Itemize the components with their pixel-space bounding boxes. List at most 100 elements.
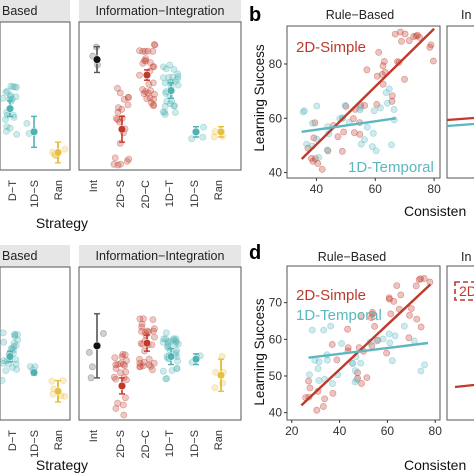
- data-point: [379, 335, 387, 343]
- data-point: [140, 358, 148, 366]
- data-point: [171, 102, 178, 110]
- data-point: [421, 361, 428, 369]
- x-tick-top-left-1: D−T: [7, 180, 19, 201]
- data-point: [329, 389, 337, 397]
- data-point: [407, 305, 415, 312]
- data-point: [353, 376, 361, 384]
- data-point: [13, 130, 21, 138]
- data-point: [340, 128, 348, 136]
- mean-point: [29, 127, 39, 136]
- data-point: [146, 59, 154, 66]
- data-point: [315, 153, 323, 161]
- data-point: [163, 375, 171, 382]
- mean-point: [117, 381, 127, 390]
- data-point: [323, 146, 331, 154]
- data-point: [2, 88, 10, 96]
- panel-d-title: Rule−Based: [318, 250, 386, 264]
- data-point: [120, 411, 128, 419]
- data-point: [172, 349, 180, 357]
- data-point: [0, 377, 6, 384]
- data-point: [11, 331, 18, 338]
- data-point: [136, 47, 143, 55]
- data-point: [145, 80, 153, 88]
- data-point: [400, 322, 408, 330]
- data-point: [405, 334, 413, 342]
- data-point: [161, 108, 169, 116]
- data-point: [111, 154, 119, 162]
- data-point: [305, 377, 312, 385]
- header-bottom-right-label: Information−Integration: [96, 249, 225, 263]
- data-point: [429, 57, 437, 65]
- data-point: [385, 294, 393, 302]
- x-title-b: Consisten: [404, 203, 466, 219]
- data-point: [393, 282, 401, 289]
- data-point: [100, 330, 107, 337]
- data-point: [149, 101, 157, 109]
- legend-label-1d-temporal: 1D-Temporal: [348, 159, 434, 176]
- data-point: [87, 374, 95, 382]
- data-point: [370, 107, 378, 115]
- data-point: [112, 405, 120, 412]
- data-point: [11, 333, 19, 340]
- data-point: [124, 94, 132, 101]
- data-point: [338, 340, 345, 347]
- data-point: [167, 337, 174, 345]
- regression-line-cut: [454, 383, 474, 389]
- mean-point: [5, 104, 15, 113]
- data-point: [318, 165, 326, 173]
- header-top-right-label: Information−Integration: [96, 4, 225, 18]
- x-tick-top-right-2: 2D−S: [115, 180, 127, 208]
- x-tick-top-right-5: 1D−S: [189, 180, 201, 208]
- x-tick-top-right-3: 2D−C: [140, 180, 152, 208]
- regression-line-1d-temporal: [301, 117, 397, 134]
- data-point: [161, 103, 169, 110]
- data-point: [11, 83, 19, 91]
- data-point: [12, 360, 20, 368]
- data-point: [373, 72, 381, 80]
- mean-point: [92, 341, 102, 350]
- data-point: [7, 92, 15, 99]
- header-top-left-label: Based: [2, 4, 37, 18]
- data-point: [139, 362, 147, 370]
- frame-bottom-left: [0, 266, 71, 421]
- data-point: [309, 119, 316, 127]
- data-point: [110, 373, 118, 381]
- data-point: [412, 282, 420, 290]
- data-point: [361, 136, 368, 144]
- data-point: [333, 356, 341, 364]
- data-point: [85, 348, 93, 356]
- data-point: [357, 359, 365, 367]
- data-point: [174, 73, 182, 80]
- data-point: [172, 338, 180, 346]
- x-tick-bottom-right-5: 1D−S: [189, 430, 201, 458]
- data-point: [142, 55, 150, 62]
- data-point: [136, 71, 143, 79]
- mean-point: [166, 86, 176, 95]
- data-point: [351, 367, 359, 375]
- mean-point: [53, 387, 63, 396]
- data-point: [379, 62, 387, 70]
- data-point: [371, 322, 378, 330]
- data-point: [0, 338, 8, 346]
- data-point: [363, 123, 371, 131]
- data-point: [123, 357, 130, 364]
- data-point: [121, 351, 129, 359]
- legend-label-cut: 2D: [459, 283, 474, 299]
- data-point: [171, 78, 179, 85]
- y-tick-label: 70: [269, 296, 283, 310]
- data-point: [170, 335, 178, 343]
- y-tick-label: 40: [269, 166, 283, 180]
- mean-point: [166, 352, 176, 361]
- x-tick-top-left-2: 1D−S: [29, 180, 41, 208]
- data-point: [168, 367, 176, 374]
- panel-a-top: Based Information−Integration D−T 1D−S R…: [0, 0, 242, 231]
- y-title-b: Learning Success: [252, 44, 267, 152]
- data-point: [121, 362, 128, 369]
- data-point: [143, 327, 151, 335]
- data-point: [148, 366, 156, 374]
- data-point: [161, 111, 169, 118]
- header-bottom-right: [79, 245, 241, 267]
- data-point: [417, 367, 425, 375]
- data-point: [12, 93, 20, 101]
